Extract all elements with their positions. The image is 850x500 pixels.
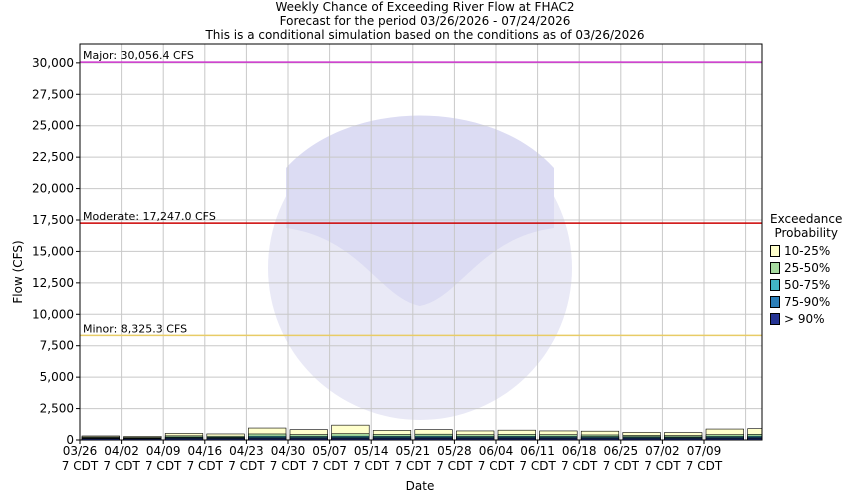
x-tick-label-time: 7 CDT bbox=[395, 459, 432, 473]
legend-label: 10-25% bbox=[784, 243, 831, 258]
x-tick-label-time: 7 CDT bbox=[519, 459, 556, 473]
legend-item: 50-75% bbox=[770, 276, 842, 293]
x-tick-label-date: 06/25 bbox=[604, 444, 639, 458]
x-tick-label-date: 04/30 bbox=[271, 444, 306, 458]
y-tick-label: 15,000 bbox=[32, 244, 74, 258]
y-tick-label: 2,500 bbox=[40, 402, 74, 416]
threshold-label: Minor: 8,325.3 CFS bbox=[83, 322, 187, 335]
y-tick-label: 22,500 bbox=[32, 150, 74, 164]
y-tick-label: 10,000 bbox=[32, 307, 74, 321]
x-tick-label-time: 7 CDT bbox=[187, 459, 224, 473]
x-tick-label-time: 7 CDT bbox=[603, 459, 640, 473]
legend-label: 50-75% bbox=[784, 277, 831, 292]
x-tick-label-date: 06/18 bbox=[562, 444, 597, 458]
y-axis-label: Flow (CFS) bbox=[11, 240, 25, 304]
legend-item: 75-90% bbox=[770, 293, 842, 310]
x-tick-label-date: 05/21 bbox=[396, 444, 431, 458]
x-tick-label-date: 05/14 bbox=[354, 444, 389, 458]
legend-swatch bbox=[770, 295, 780, 308]
legend-swatch bbox=[770, 312, 780, 325]
x-tick-label-time: 7 CDT bbox=[103, 459, 140, 473]
x-tick-label-date: 03/26 bbox=[63, 444, 98, 458]
x-axis-label: Date bbox=[405, 479, 435, 493]
noaa-bird-icon bbox=[286, 115, 554, 306]
legend-item: > 90% bbox=[770, 310, 842, 327]
threshold-label: Moderate: 17,247.0 CFS bbox=[83, 210, 216, 223]
x-tick-label-date: 05/07 bbox=[312, 444, 347, 458]
y-tick-label: 17,500 bbox=[32, 213, 74, 227]
x-tick-label-date: 04/23 bbox=[229, 444, 264, 458]
legend-title: Exceedance Probability bbox=[770, 212, 842, 240]
x-tick-label-time: 7 CDT bbox=[270, 459, 307, 473]
legend: Exceedance Probability 10-25% 25-50% 50-75… bbox=[770, 212, 842, 327]
chart-note: This is a conditional simulation based o… bbox=[205, 28, 645, 42]
y-tick-label: 30,000 bbox=[32, 56, 74, 70]
y-tick-label: 27,500 bbox=[32, 87, 74, 101]
plot-frame bbox=[79, 43, 763, 441]
x-tick-label-time: 7 CDT bbox=[228, 459, 265, 473]
y-tick-label: 0 bbox=[66, 433, 74, 447]
x-tick-label-date: 04/02 bbox=[104, 444, 139, 458]
x-tick-label-time: 7 CDT bbox=[686, 459, 723, 473]
x-tick-label-date: 06/11 bbox=[520, 444, 555, 458]
legend-label: 75-90% bbox=[784, 294, 831, 309]
y-tick-label: 5,000 bbox=[40, 370, 74, 384]
legend-item: 10-25% bbox=[770, 242, 842, 259]
x-tick-label-time: 7 CDT bbox=[436, 459, 473, 473]
x-tick-label-time: 7 CDT bbox=[353, 459, 390, 473]
x-tick-label-date: 07/02 bbox=[645, 444, 680, 458]
x-tick-label-time: 7 CDT bbox=[311, 459, 348, 473]
x-tick-label-time: 7 CDT bbox=[561, 459, 598, 473]
x-tick-label-time: 7 CDT bbox=[478, 459, 515, 473]
y-tick-label: 25,000 bbox=[32, 119, 74, 133]
x-tick-label-date: 04/09 bbox=[146, 444, 181, 458]
y-tick-label: 12,500 bbox=[32, 276, 74, 290]
legend-swatch bbox=[770, 261, 780, 274]
legend-title-line2: Probability bbox=[774, 226, 838, 240]
legend-label: 25-50% bbox=[784, 260, 831, 275]
threshold-label: Major: 30,056.4 CFS bbox=[83, 49, 194, 62]
x-tick-label-time: 7 CDT bbox=[62, 459, 99, 473]
legend-swatch bbox=[770, 278, 780, 291]
x-tick-label-date: 07/09 bbox=[687, 444, 722, 458]
x-tick-label-time: 7 CDT bbox=[145, 459, 182, 473]
chart-title: Weekly Chance of Exceeding River Flow at… bbox=[275, 0, 575, 14]
legend-item: 25-50% bbox=[770, 259, 842, 276]
x-tick-label-time: 7 CDT bbox=[644, 459, 681, 473]
y-tick-label: 7,500 bbox=[40, 339, 74, 353]
x-tick-label-date: 04/16 bbox=[188, 444, 223, 458]
x-tick-label-date: 05/28 bbox=[437, 444, 472, 458]
legend-title-line1: Exceedance bbox=[770, 212, 843, 226]
x-tick-label-date: 06/04 bbox=[479, 444, 514, 458]
legend-label: > 90% bbox=[784, 311, 825, 326]
legend-swatch bbox=[770, 244, 780, 257]
y-tick-label: 20,000 bbox=[32, 182, 74, 196]
chart-subtitle: Forecast for the period 03/26/2026 - 07/… bbox=[279, 14, 571, 28]
